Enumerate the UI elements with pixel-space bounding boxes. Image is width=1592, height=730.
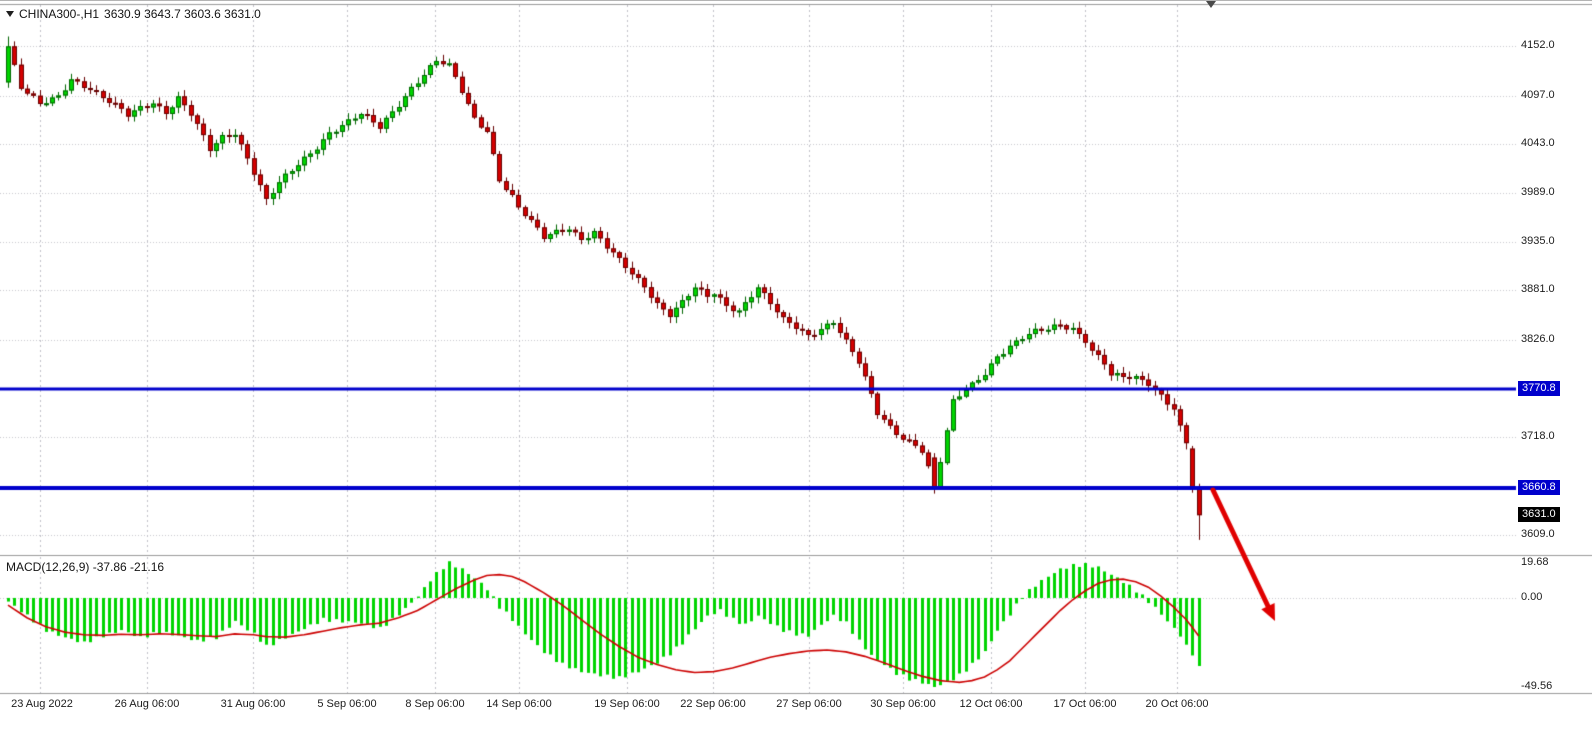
symbol-info: CHINA300-,H1 3630.9 3643.7 3603.6 3631.0: [6, 7, 261, 21]
price-axis[interactable]: 4152.0 4097.0 4043.0 3989.0 3935.0 3881.0 3826…: [1516, 1, 1592, 693]
time-axis-label: 30 Sep 06:00: [870, 698, 936, 710]
price-axis-label: 3718.0: [1521, 430, 1555, 442]
time-axis-label: 22 Sep 06:00: [680, 698, 746, 710]
time-axis-label: 5 Sep 06:00: [317, 698, 377, 710]
price-axis-label: 3826.0: [1521, 333, 1555, 345]
symbol-timeframe-label: CHINA300-,H1: [19, 7, 100, 21]
time-axis-label: 20 Oct 06:00: [1145, 698, 1209, 710]
price-axis-label: 3609.0: [1521, 528, 1555, 540]
price-axis-label: 4043.0: [1521, 137, 1555, 149]
time-axis-label: 14 Sep 06:00: [486, 698, 552, 710]
time-axis-label: 17 Oct 06:00: [1053, 698, 1117, 710]
symbol-dropdown-icon: [6, 11, 14, 17]
price-axis-label: 3989.0: [1521, 186, 1555, 198]
time-axis-label: 26 Aug 06:00: [114, 698, 180, 710]
hline-price-badge: 3770.8: [1518, 381, 1560, 396]
current-price-badge: 3631.0: [1518, 507, 1560, 522]
price-axis-label: 3935.0: [1521, 235, 1555, 247]
price-axis-label: 3881.0: [1521, 283, 1555, 295]
price-axis-label: 4097.0: [1521, 89, 1555, 101]
macd-indicator-label: MACD(12,26,9) -37.86 -21.16: [6, 560, 165, 574]
time-axis-label: 27 Sep 06:00: [776, 698, 842, 710]
time-axis[interactable]: 23 Aug 2022 26 Aug 06:00 31 Aug 06:00 5 Sep…: [0, 693, 1592, 719]
macd-axis-label: -49.56: [1521, 680, 1553, 692]
hline-price-badge: 3660.8: [1518, 480, 1560, 495]
time-axis-label: 23 Aug 2022: [11, 698, 73, 710]
price-axis-label: 4152.0: [1521, 39, 1555, 51]
time-axis-label: 8 Sep 06:00: [405, 698, 465, 710]
chart-shift-marker-icon[interactable]: [1206, 1, 1216, 8]
time-axis-label: 19 Sep 06:00: [594, 698, 660, 710]
ohlc-values: 3630.9 3643.7 3603.6 3631.0: [104, 7, 261, 21]
macd-axis-label: 0.00: [1521, 591, 1543, 603]
time-axis-label: 31 Aug 06:00: [220, 698, 286, 710]
macd-axis-label: 19.68: [1521, 556, 1549, 568]
time-axis-label: 12 Oct 06:00: [959, 698, 1023, 710]
